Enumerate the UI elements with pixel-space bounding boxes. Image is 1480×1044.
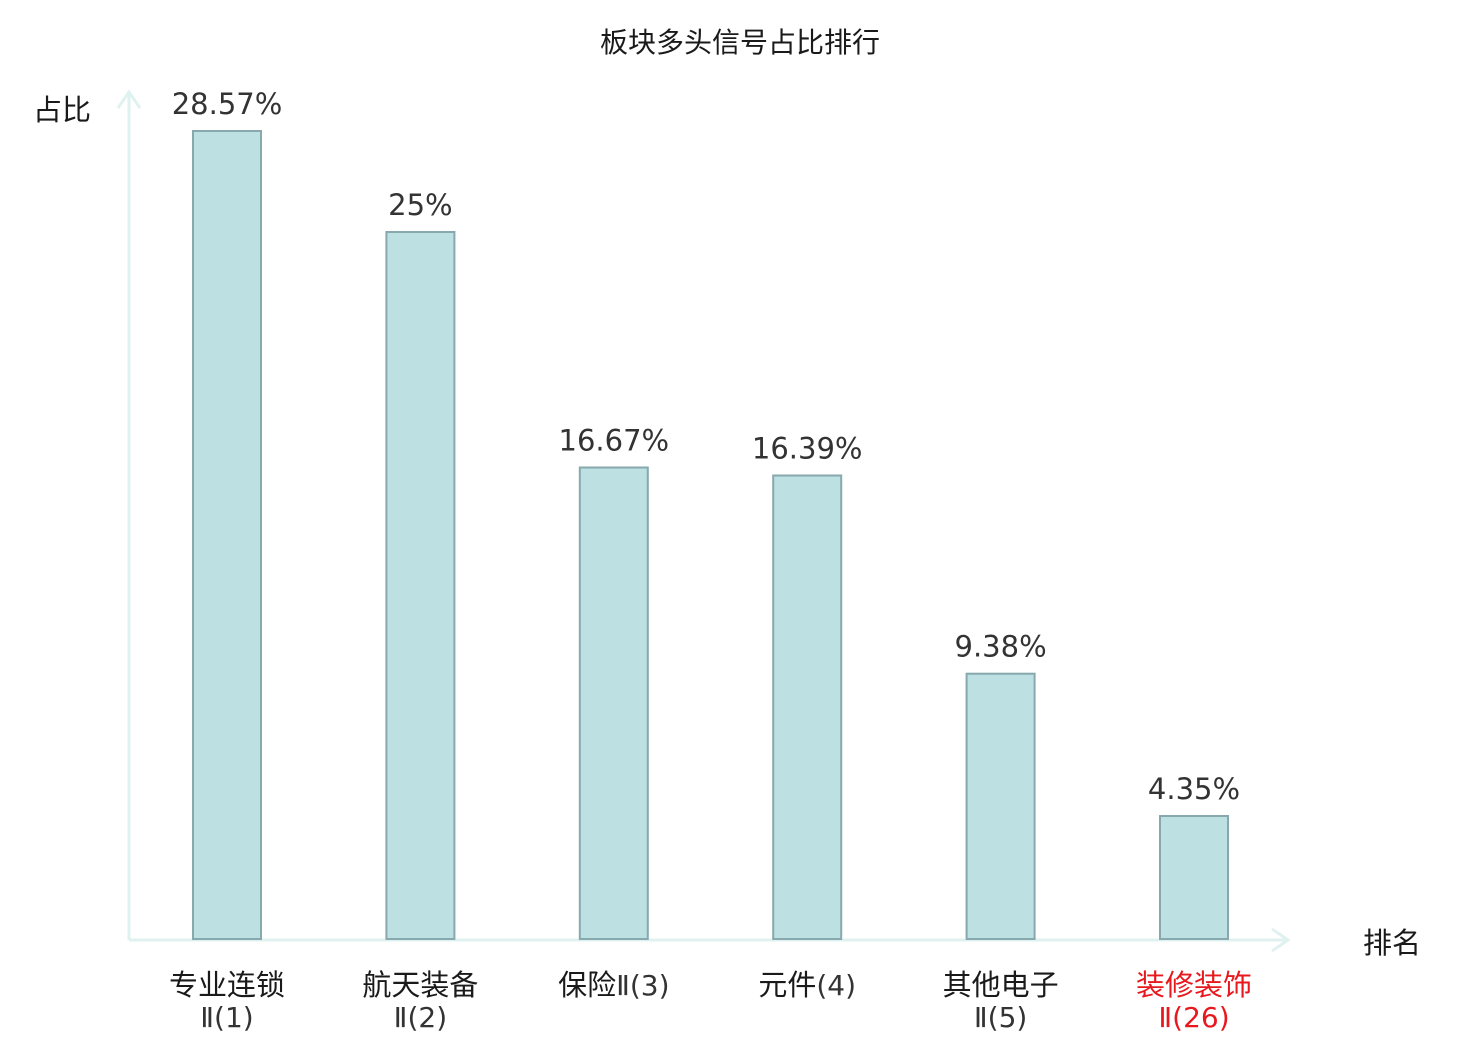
x-tick-label-rank: Ⅱ(26) bbox=[1158, 1001, 1229, 1034]
x-tick-label-name: 元件 bbox=[758, 968, 816, 1002]
x-tick-label-rank: Ⅱ(3) bbox=[616, 969, 669, 1002]
y-axis-arrow-icon bbox=[116, 89, 142, 109]
x-tick-label: 保险Ⅱ(3) bbox=[558, 968, 669, 1002]
bar-value-label: 28.57% bbox=[172, 87, 283, 121]
bar bbox=[578, 466, 649, 940]
bar bbox=[965, 672, 1036, 940]
axes bbox=[116, 89, 1291, 953]
value-labels-group: 28.57% 25% 16.67% 16.39% 9.38% 4.35% bbox=[172, 87, 1240, 806]
bar-value-label: 9.38% bbox=[955, 630, 1047, 664]
x-tick-label: 元件(4) bbox=[758, 968, 856, 1002]
x-tick-label-rank: (4) bbox=[816, 969, 856, 1002]
x-tick-label-name: 专业连锁 bbox=[169, 968, 285, 1002]
bars-group bbox=[192, 130, 1229, 940]
bar-value-label: 16.39% bbox=[752, 432, 863, 466]
y-axis-label: 占比 bbox=[33, 93, 91, 127]
x-tick-label-name: 装修装饰 bbox=[1136, 968, 1252, 1002]
x-tick-label-name: 航天装备 bbox=[362, 968, 478, 1002]
x-axis-arrow-icon bbox=[1271, 927, 1291, 953]
bar-value-label: 25% bbox=[388, 188, 452, 222]
bar-value-label: 4.35% bbox=[1148, 772, 1240, 806]
bar bbox=[772, 474, 843, 940]
bar-value-label: 16.67% bbox=[559, 424, 670, 458]
x-tick-label-rank: Ⅱ(1) bbox=[200, 1001, 253, 1034]
bar bbox=[192, 130, 262, 940]
bar bbox=[385, 231, 456, 940]
x-tick-label-name: 保险 bbox=[558, 968, 616, 1002]
x-tick-label-rank: Ⅱ(5) bbox=[974, 1001, 1027, 1034]
chart-title: 板块多头信号占比排行 bbox=[600, 26, 880, 59]
x-axis-label: 排名 bbox=[1363, 926, 1421, 960]
x-tick-label-rank: Ⅱ(2) bbox=[394, 1001, 447, 1034]
x-tick-label-name: 其他电子 bbox=[943, 968, 1059, 1002]
bar bbox=[1159, 815, 1229, 940]
